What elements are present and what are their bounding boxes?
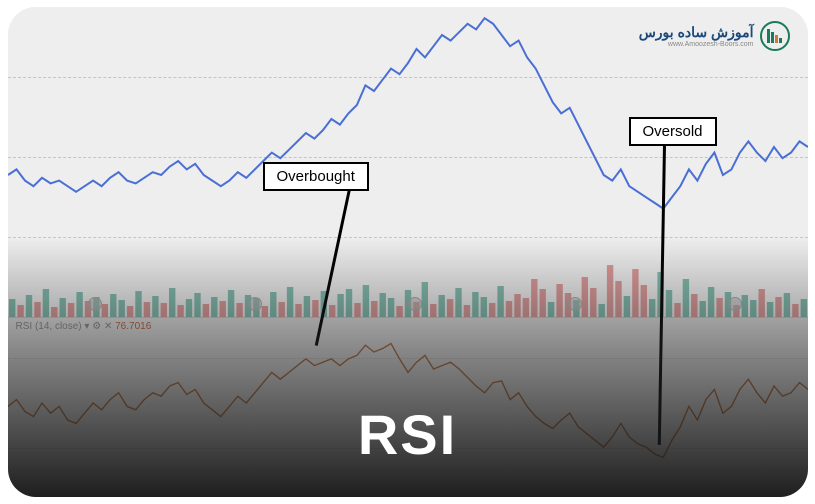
logo-subtext: www.Amoozesh-Boors.com bbox=[639, 41, 754, 48]
chart-control-icon[interactable] bbox=[408, 297, 422, 311]
price-panel[interactable] bbox=[8, 7, 808, 317]
overbought-text: Overbought bbox=[277, 168, 355, 185]
brand-logo[interactable]: آموزش ساده بورس www.Amoozesh-Boors.com bbox=[639, 21, 790, 51]
rsi-value: 76.7016 bbox=[115, 321, 151, 332]
chart-control-icon[interactable] bbox=[248, 297, 262, 311]
chart-control-icon[interactable] bbox=[568, 297, 582, 311]
chart-area: RSI (14, close) ▾ ⚙ ✕ 76.7016 Overbought… bbox=[8, 7, 808, 497]
chart-card: RSI (14, close) ▾ ⚙ ✕ 76.7016 Overbought… bbox=[8, 7, 808, 497]
logo-text: آموزش ساده بورس bbox=[639, 24, 754, 41]
rsi-indicator-label[interactable]: RSI (14, close) ▾ ⚙ ✕ 76.7016 bbox=[16, 321, 152, 332]
rsi-label-text: RSI (14, close) bbox=[16, 321, 82, 332]
oversold-label: Oversold bbox=[629, 117, 717, 146]
oversold-text: Oversold bbox=[643, 123, 703, 140]
main-title: RSI bbox=[8, 402, 808, 467]
overbought-label: Overbought bbox=[263, 162, 369, 191]
logo-icon bbox=[760, 21, 790, 51]
chart-control-icon[interactable] bbox=[88, 297, 102, 311]
chart-control-icon[interactable] bbox=[728, 297, 742, 311]
volume-chart bbox=[8, 7, 808, 317]
